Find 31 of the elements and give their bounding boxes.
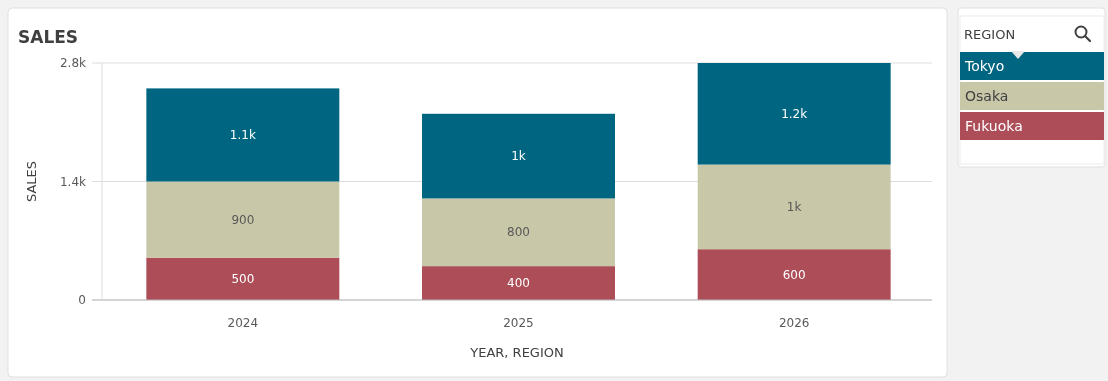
data-label: 900 (231, 212, 255, 227)
x-tick-label: 2024 (227, 316, 259, 330)
bar (422, 266, 615, 300)
y-tick-label: 0 (78, 293, 86, 307)
x-tick-label: 2026 (778, 316, 810, 330)
bar (146, 257, 340, 300)
bar (146, 181, 340, 258)
y-tick-label: 2.8k (59, 56, 87, 70)
data-label: 500 (231, 271, 255, 286)
data-label: 1k (511, 149, 526, 164)
x-tick-label: 2025 (503, 316, 534, 330)
text: Fukuoka (965, 118, 1023, 134)
bar (697, 249, 891, 300)
y-tick-label: 1.4k (59, 174, 87, 189)
bar (697, 63, 891, 165)
data-label: 400 (507, 276, 530, 291)
bar (697, 164, 891, 250)
x-axis-title: YEAR, REGION (469, 345, 564, 360)
legend-title: REGION (964, 27, 1016, 42)
data-label: 1.1k (229, 127, 256, 142)
data-label: 1k (786, 199, 802, 214)
text: Tokyo (964, 58, 1005, 74)
bar (422, 113, 615, 199)
data-label: 1.2k (781, 106, 808, 121)
chart-title: SALES (18, 27, 79, 47)
text: Osaka (965, 88, 1009, 104)
bar (422, 198, 615, 267)
data-label: 600 (782, 267, 806, 282)
data-label: 800 (507, 225, 530, 240)
bar (146, 88, 340, 182)
y-axis-title: SALES (24, 160, 39, 203)
